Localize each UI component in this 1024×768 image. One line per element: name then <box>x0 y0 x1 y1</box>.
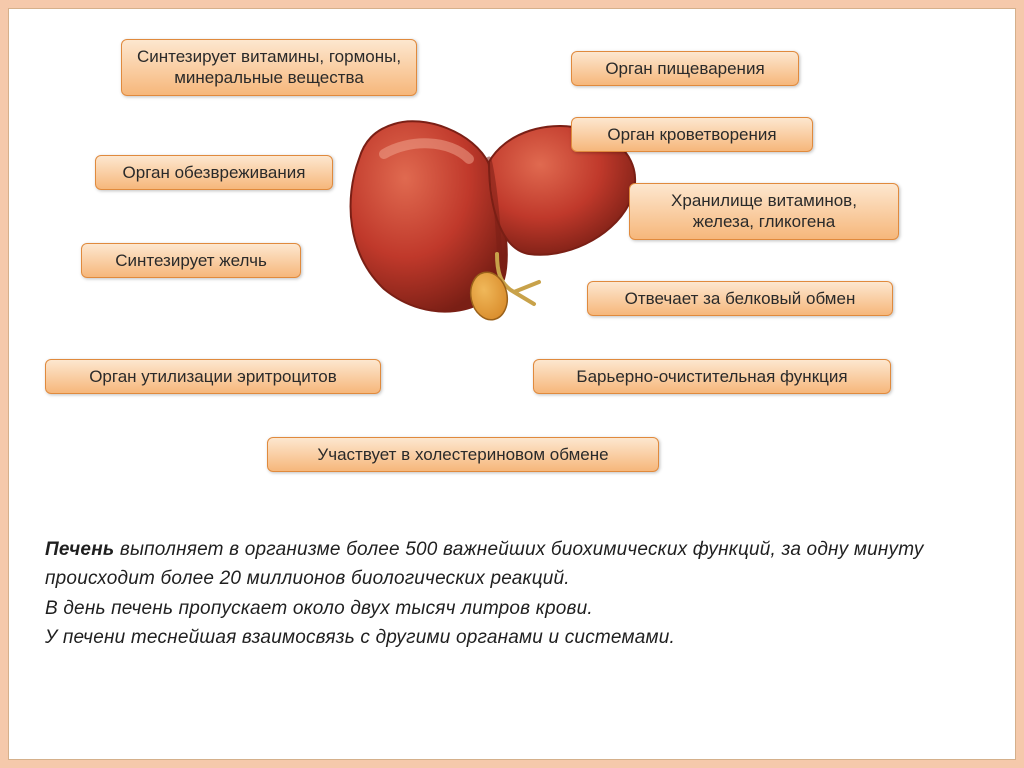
function-box-synth-bile: Синтезирует желчь <box>81 243 301 278</box>
function-box-digestion-organ: Орган пищеварения <box>571 51 799 86</box>
function-box-storage: Хранилище витаминов, железа, гликогена <box>629 183 899 240</box>
function-box-eryth-util: Орган утилизации эритроцитов <box>45 359 381 394</box>
description-paragraph: Печень выполняет в организме более 500 в… <box>45 535 975 653</box>
function-box-hematopoiesis: Орган кроветворения <box>571 117 813 152</box>
function-box-detox-organ: Орган обезвреживания <box>95 155 333 190</box>
inner-frame: Печень выполняет в организме более 500 в… <box>8 8 1016 760</box>
function-box-barrier: Барьерно-очистительная функция <box>533 359 891 394</box>
function-box-protein-metab: Отвечает за белковый обмен <box>587 281 893 316</box>
function-box-synth-vitamins: Синтезирует витамины, гормоны, минеральн… <box>121 39 417 96</box>
outer-frame: Печень выполняет в организме более 500 в… <box>0 0 1024 768</box>
function-box-cholesterol: Участвует в холестериновом обмене <box>267 437 659 472</box>
